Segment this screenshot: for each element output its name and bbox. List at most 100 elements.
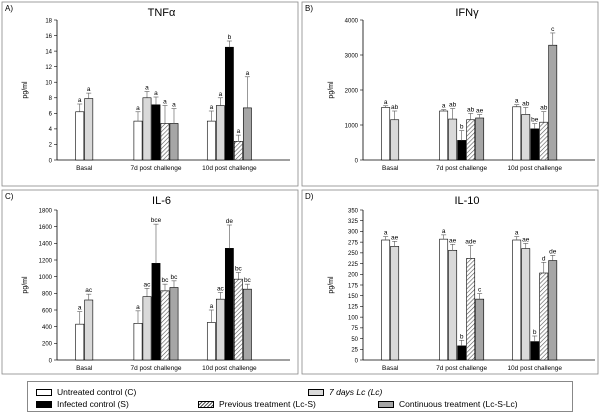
significance-label: ade — [465, 239, 476, 246]
bar-untreated — [512, 239, 522, 361]
bar-lcs — [466, 119, 476, 161]
significance-label: b — [460, 333, 464, 340]
legend-item-lcs: Previous treatment (Lc-S) — [198, 399, 316, 409]
panel-3: C) IL-6 0 200 400 600 800 1000 1200 1400 1600 1800 p… — [1, 189, 299, 375]
y-tick-label: 1400 — [39, 242, 53, 248]
y-tick-label: 16 — [45, 34, 52, 40]
panel-frame — [1, 189, 299, 375]
x-tick-label: 10d post challenge — [202, 165, 257, 172]
bar-lc — [448, 249, 458, 361]
significance-label: a — [136, 105, 140, 112]
y-tick-label: 225 — [348, 262, 359, 268]
legend-swatch-infected — [36, 400, 52, 408]
significance-label: ab — [467, 106, 475, 113]
bar-lcs — [160, 290, 170, 361]
y-tick-label: 1000 — [39, 275, 53, 281]
y-tick-label: 14 — [45, 49, 52, 55]
y-axis-label: pg/ml — [22, 276, 29, 294]
y-tick-label: 125 — [348, 305, 359, 311]
y-tick-label: 150 — [348, 294, 359, 300]
y-tick-label: 6 — [49, 112, 53, 118]
significance-label: a — [163, 99, 167, 106]
y-tick-label: 1000 — [345, 123, 359, 129]
panel-letter: B) — [305, 4, 313, 13]
significance-label: ae — [391, 234, 399, 241]
bar-lc — [390, 246, 400, 361]
significance-label: b — [460, 124, 464, 131]
bar-infected — [151, 104, 161, 161]
x-tick-label: Basal — [76, 365, 93, 372]
y-tick-label: 8 — [49, 96, 53, 102]
significance-label: ae — [476, 108, 484, 115]
bar-lc — [84, 98, 94, 161]
legend-label-lc: 7 days Lc (Lc) — [329, 387, 383, 397]
significance-label: bce — [151, 217, 162, 224]
y-tick-label: 0 — [355, 358, 359, 364]
y-tick-label: 200 — [42, 342, 53, 348]
bar-untreated — [206, 322, 216, 361]
bar-untreated — [512, 106, 522, 161]
y-tick-label: 275 — [348, 240, 359, 246]
significance-label: bc — [244, 277, 252, 284]
legend-swatch-lcslc — [378, 400, 394, 408]
bar-lc — [521, 114, 531, 161]
y-tick-label: 4000 — [345, 18, 359, 24]
bar-lc — [142, 97, 152, 161]
legend-label-lcs: Previous treatment (Lc-S) — [219, 399, 316, 409]
significance-label: b — [533, 329, 537, 336]
significance-label: ae — [522, 236, 530, 243]
bar-lc — [521, 248, 531, 361]
panel-frame — [1, 1, 299, 187]
bar-lcslc — [169, 287, 179, 361]
bar-lcslc — [242, 107, 252, 161]
y-tick-label: 325 — [348, 219, 359, 225]
bar-lc — [390, 119, 400, 161]
bar-lc — [215, 105, 225, 161]
y-tick-label: 175 — [348, 283, 359, 289]
y-tick-label: 200 — [348, 273, 359, 279]
legend-swatch-lcs — [198, 400, 214, 408]
y-tick-label: 1200 — [39, 258, 53, 264]
y-tick-label: 75 — [351, 326, 358, 332]
significance-label: a — [384, 99, 388, 106]
bar-lcs — [160, 123, 170, 161]
y-axis-label: pg/ml — [328, 81, 335, 99]
y-tick-label: 250 — [348, 251, 359, 257]
significance-label: a — [172, 102, 176, 109]
bar-lcslc — [169, 123, 179, 161]
significance-label: a — [136, 304, 140, 311]
y-tick-label: 0 — [355, 158, 359, 164]
bar-lcslc — [548, 260, 558, 361]
bar-lc — [142, 296, 152, 361]
x-tick-label: 10d post challenge — [202, 365, 257, 372]
legend-label-untreated: Untreated control (C) — [57, 387, 137, 397]
significance-label: a — [210, 104, 214, 111]
bar-lc — [215, 298, 225, 361]
bar-untreated — [75, 111, 85, 161]
y-tick-label: 0 — [49, 158, 53, 164]
legend-label-lcslc: Continuous treatment (Lc-S-Lc) — [399, 399, 518, 409]
bar-untreated — [381, 107, 391, 161]
y-tick-label: 600 — [42, 308, 53, 314]
bar-lcslc — [475, 298, 485, 361]
y-tick-label: 300 — [348, 230, 359, 236]
significance-label: bc — [235, 266, 243, 273]
x-tick-label: Basal — [382, 165, 399, 172]
significance-label: bc — [162, 277, 170, 284]
chart-title: IL-10 — [454, 195, 479, 207]
bar-lcslc — [242, 288, 252, 361]
significance-label: bc — [171, 274, 179, 281]
bar-lcslc — [475, 117, 485, 161]
y-tick-label: 0 — [49, 358, 53, 364]
legend-item-lc: 7 days Lc (Lc) — [308, 387, 382, 397]
y-tick-label: 4 — [49, 127, 53, 133]
bar-untreated — [206, 120, 216, 161]
significance-label: ab — [391, 104, 399, 111]
significance-label: ac — [144, 281, 152, 288]
significance-label: c — [478, 287, 482, 294]
significance-label: a — [219, 91, 223, 98]
bar-infected — [224, 46, 234, 161]
bar-infected — [457, 140, 467, 161]
